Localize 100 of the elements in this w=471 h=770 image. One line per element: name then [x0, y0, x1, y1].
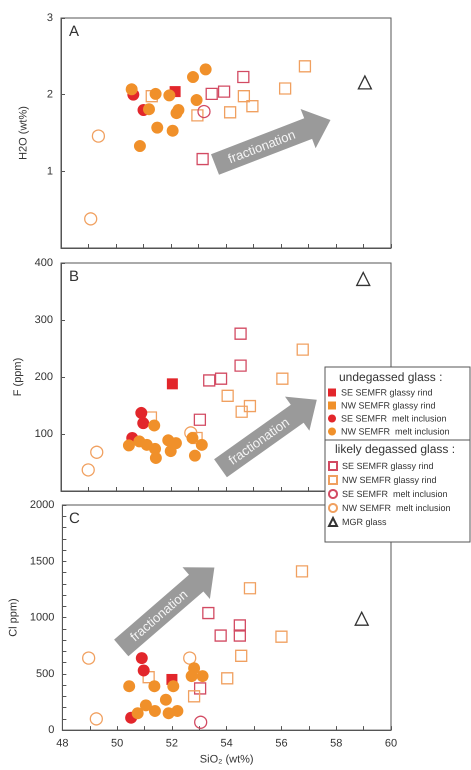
point	[163, 89, 176, 102]
point	[194, 682, 206, 695]
y-axis-title: Cl ppm)	[8, 598, 20, 637]
point	[166, 378, 178, 390]
point	[278, 82, 292, 95]
point	[234, 629, 246, 642]
point	[126, 83, 138, 96]
point	[214, 372, 228, 385]
point	[203, 374, 216, 387]
point	[191, 109, 204, 122]
y-tick-label: 1500	[30, 555, 54, 568]
point	[234, 359, 247, 372]
x-tick-label: 48	[56, 738, 68, 750]
point	[244, 400, 256, 412]
point	[200, 63, 212, 76]
y-tick-label: 300	[34, 314, 53, 326]
point	[196, 670, 209, 682]
y-tick-label: 3	[46, 12, 53, 24]
legend-label: SE SEMFR glassy rind	[341, 388, 433, 398]
y-tick-label: 0	[48, 724, 54, 736]
legend-label: SE SEMFR melt inclusion	[342, 489, 448, 499]
chart-title: B	[69, 268, 80, 285]
point	[221, 672, 234, 684]
point	[123, 680, 136, 692]
point	[190, 94, 203, 106]
point	[135, 406, 148, 419]
chart-title: C	[69, 510, 80, 527]
legend-label: MGR glass	[342, 517, 388, 527]
x-tick-label: 54	[220, 738, 233, 750]
point	[296, 343, 309, 356]
point	[148, 680, 160, 692]
legend-label: SE SEMFR glassy rind	[342, 461, 434, 471]
y-tick-label: 2	[46, 88, 53, 101]
point	[275, 630, 288, 643]
legend-label: NW SEMFR melt inclusion	[342, 503, 451, 513]
point	[298, 60, 312, 72]
point	[82, 463, 95, 477]
point	[196, 438, 208, 451]
point	[90, 446, 104, 459]
y-tick-label: 500	[36, 668, 54, 680]
point	[90, 712, 103, 726]
point	[238, 90, 250, 102]
point	[138, 664, 150, 676]
y-tick-label: 100	[34, 428, 53, 440]
point	[186, 432, 198, 444]
point	[188, 450, 201, 462]
y-axis-title: H2O (wt%)	[18, 106, 30, 160]
point	[246, 100, 259, 112]
point	[151, 122, 164, 134]
point	[244, 582, 256, 594]
point	[188, 690, 200, 702]
point	[222, 390, 234, 402]
point	[150, 88, 162, 100]
point	[143, 103, 155, 116]
point	[214, 629, 227, 642]
point	[234, 328, 247, 340]
point	[160, 694, 172, 706]
x-tick-label: 52	[166, 738, 178, 750]
point	[172, 104, 184, 116]
point	[136, 652, 148, 664]
point	[194, 716, 208, 729]
point	[183, 651, 196, 665]
point	[171, 704, 184, 717]
legend-label: NW SEMFR glassy rind	[341, 400, 436, 410]
point	[166, 124, 179, 137]
point	[237, 70, 250, 84]
point	[296, 565, 308, 578]
y-tick-label: 200	[34, 371, 53, 383]
point	[194, 414, 206, 426]
point	[148, 704, 161, 717]
legend-title: undegassed glass :	[339, 370, 442, 384]
point	[358, 75, 372, 90]
y-tick-label: 400	[34, 257, 53, 269]
point	[170, 437, 182, 450]
chart-title: A	[69, 23, 80, 40]
x-tick-label: 58	[330, 738, 342, 750]
point	[134, 140, 146, 152]
point	[148, 419, 160, 432]
x-axis-title: SiO₂ (wt%)	[200, 754, 254, 766]
point	[184, 426, 198, 440]
x-tick-label: 50	[111, 738, 124, 750]
y-tick-label: 1	[46, 165, 53, 178]
y-tick-label: 1000	[30, 612, 54, 624]
x-tick-label: 56	[275, 738, 288, 750]
point	[224, 106, 236, 118]
point	[187, 71, 199, 84]
x-tick-label: 60	[384, 738, 398, 750]
legend-label: NW SEMFR glassy rind	[342, 475, 437, 485]
point	[167, 680, 180, 692]
point	[197, 104, 211, 118]
point	[218, 85, 230, 98]
point	[132, 707, 144, 720]
point	[206, 88, 218, 100]
point	[140, 699, 152, 712]
point	[137, 417, 150, 430]
point	[150, 452, 162, 464]
point	[276, 372, 289, 385]
legend-label: SE SEMFR melt inclusion	[341, 414, 447, 424]
point	[186, 670, 198, 682]
point	[354, 612, 369, 626]
